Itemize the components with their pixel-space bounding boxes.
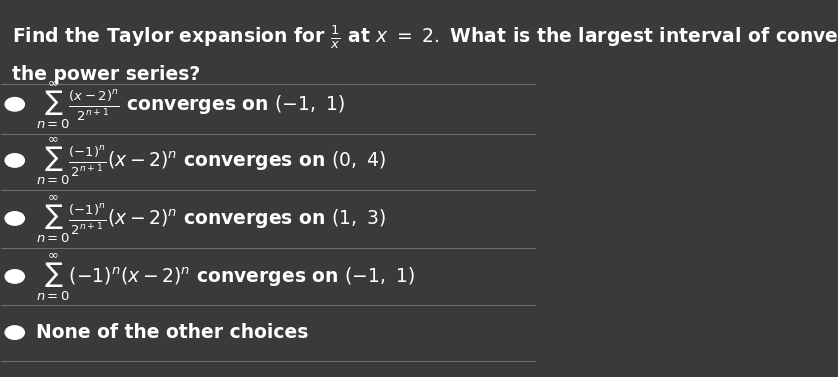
Text: the power series?: the power series?	[12, 65, 200, 84]
Circle shape	[5, 270, 24, 283]
Text: $\sum_{n=0}^{\infty} \frac{(x-2)^n}{2^{n+1}}$ converges on $(-1,\ 1)$: $\sum_{n=0}^{\infty} \frac{(x-2)^n}{2^{n…	[36, 78, 345, 131]
Circle shape	[5, 212, 24, 225]
Text: None of the other choices: None of the other choices	[36, 323, 308, 342]
Text: $\sum_{n=0}^{\infty} \frac{(-1)^n}{2^{n+1}}(x-2)^n$ converges on $(1,\ 3)$: $\sum_{n=0}^{\infty} \frac{(-1)^n}{2^{n+…	[36, 192, 386, 245]
Text: $\sum_{n=0}^{\infty} \frac{(-1)^n}{2^{n+1}}(x-2)^n$ converges on $(0,\ 4)$: $\sum_{n=0}^{\infty} \frac{(-1)^n}{2^{n+…	[36, 134, 386, 187]
Circle shape	[5, 98, 24, 111]
Text: Find the Taylor expansion for $\frac{1}{x}$ at $x\ =\ 2.$ What is the largest in: Find the Taylor expansion for $\frac{1}{…	[12, 24, 838, 51]
Text: $\sum_{n=0}^{\infty}(-1)^n(x-2)^n$ converges on $(-1,\ 1)$: $\sum_{n=0}^{\infty}(-1)^n(x-2)^n$ conve…	[36, 250, 415, 303]
Circle shape	[5, 154, 24, 167]
Circle shape	[5, 326, 24, 339]
